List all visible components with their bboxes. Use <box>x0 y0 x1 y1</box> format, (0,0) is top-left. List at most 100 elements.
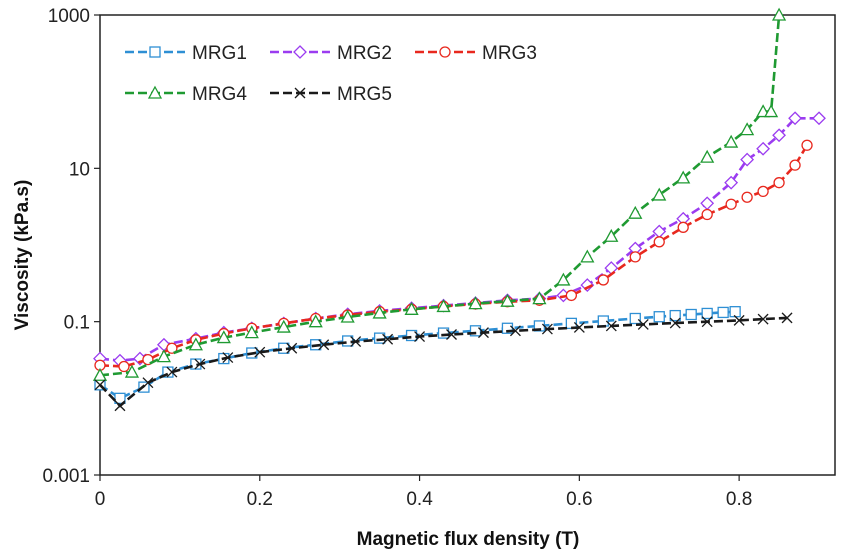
marker-stroke <box>286 342 298 354</box>
data-point-mrg4 <box>763 104 779 118</box>
y-axis-title: Viscosity (kPa.s) <box>12 180 33 331</box>
data-point-mrg3 <box>677 221 689 233</box>
data-point-mrg4 <box>244 325 259 339</box>
data-point-mrg3 <box>597 274 609 286</box>
plot-border <box>99 14 836 476</box>
data-point-mrg4 <box>436 299 451 313</box>
data-point-mrg1 <box>114 392 126 404</box>
data-point-mrg4 <box>92 367 108 381</box>
legend-marker-mrg2 <box>293 45 307 59</box>
data-point-mrg3 <box>757 185 769 198</box>
legend-label-mrg5: MRG5 <box>337 84 392 105</box>
legend-item-mrg2: MRG2 <box>270 43 392 64</box>
data-point-mrg1 <box>653 311 665 323</box>
data-point-mrg3 <box>118 360 130 373</box>
data-point-mrg5 <box>318 339 330 351</box>
y-tick-label: 0.1 <box>64 313 90 334</box>
series-mrg5 <box>94 312 793 412</box>
data-point-mrg5 <box>605 320 617 332</box>
data-point-mrg1 <box>729 306 741 318</box>
marker-stroke <box>254 346 266 358</box>
data-point-mrg3 <box>653 236 665 248</box>
data-point-mrg5 <box>94 379 106 391</box>
marker-stroke <box>446 329 457 340</box>
marker-stroke <box>142 377 154 389</box>
series-line-mrg2 <box>99 117 819 363</box>
marker-stroke <box>637 318 649 330</box>
data-point-mrg1 <box>629 312 641 325</box>
y-tick-label: 10 <box>69 159 90 180</box>
data-point-mrg4 <box>700 149 715 163</box>
marker-stroke <box>222 352 234 364</box>
data-point-mrg4 <box>500 293 515 307</box>
data-point-mrg4 <box>580 249 595 263</box>
data-point-mrg4 <box>724 134 739 148</box>
marker-stroke <box>669 317 681 329</box>
series-mrg1 <box>94 306 741 404</box>
marker-stroke <box>166 366 178 378</box>
data-point-mrg5 <box>350 336 362 348</box>
series-line-mrg5 <box>99 316 788 408</box>
data-point-mrg3 <box>629 251 641 263</box>
plot-frame <box>99 14 836 476</box>
legend-marker-mrg3 <box>439 46 451 58</box>
series-mrg4 <box>92 7 787 381</box>
data-point-mrg4 <box>276 319 291 333</box>
data-point-mrg2 <box>772 128 786 143</box>
legend-label-mrg1: MRG1 <box>192 43 247 64</box>
data-point-mrg4 <box>468 296 483 310</box>
series-mrg2 <box>93 111 826 368</box>
data-point-mrg1 <box>717 306 729 319</box>
data-point-mrg2 <box>812 111 826 126</box>
data-point-mrg5 <box>541 323 553 335</box>
data-point-mrg5 <box>733 314 745 326</box>
marker-stroke <box>605 320 617 332</box>
data-point-mrg5 <box>166 366 178 378</box>
marker-stroke <box>414 331 426 342</box>
marker-stroke <box>541 323 553 335</box>
marker-stroke <box>478 327 489 339</box>
legend-item-mrg4: MRG4 <box>125 84 247 105</box>
data-point-mrg5 <box>573 322 585 333</box>
data-point-mrg3 <box>701 208 713 221</box>
data-point-mrg3 <box>741 191 753 203</box>
marker-stroke <box>294 87 306 99</box>
data-point-mrg4 <box>556 272 571 286</box>
data-point-mrg1 <box>437 327 450 339</box>
data-point-mrg5 <box>509 325 521 337</box>
marker-stroke <box>94 379 106 391</box>
x-axis-title: Magnetic flux density (T) <box>357 529 580 550</box>
data-point-mrg4 <box>124 364 140 378</box>
data-point-mrg2 <box>724 175 739 190</box>
y-tick-label: 0.001 <box>42 466 90 487</box>
data-point-mrg3 <box>725 198 737 210</box>
data-point-mrg5 <box>286 342 298 354</box>
data-point-mrg3 <box>773 177 785 189</box>
data-point-mrg5 <box>781 312 793 324</box>
data-point-mrg5 <box>446 329 457 340</box>
data-point-mrg3 <box>789 159 801 171</box>
data-point-mrg1 <box>469 325 482 337</box>
legend-item-mrg5: MRG5 <box>270 84 392 105</box>
legend: MRG1 MRG2 MRG3 MRG4 MRG5 <box>125 43 537 105</box>
marker-stroke <box>733 314 745 326</box>
marker-stroke <box>781 312 793 324</box>
marker-stroke <box>194 358 206 370</box>
legend-label-mrg4: MRG4 <box>192 84 247 105</box>
marker-stroke <box>350 336 362 348</box>
legend-marker-mrg1 <box>149 46 161 58</box>
data-point-mrg4 <box>532 291 547 305</box>
marker-stroke <box>701 316 713 328</box>
x-axis-ticks: 0 0.2 0.4 0.6 0.8 <box>95 475 752 510</box>
marker-stroke <box>318 339 330 351</box>
data-point-mrg5 <box>701 316 713 328</box>
marker-stroke <box>509 325 521 337</box>
legend-item-mrg1: MRG1 <box>125 43 247 64</box>
legend-label-mrg3: MRG3 <box>482 43 537 64</box>
data-point-mrg5 <box>757 313 769 325</box>
data-point-mrg3 <box>801 139 813 151</box>
marker-stroke <box>114 400 126 412</box>
data-point-mrg5 <box>382 333 394 345</box>
x-tick-label: 0.4 <box>406 489 433 510</box>
